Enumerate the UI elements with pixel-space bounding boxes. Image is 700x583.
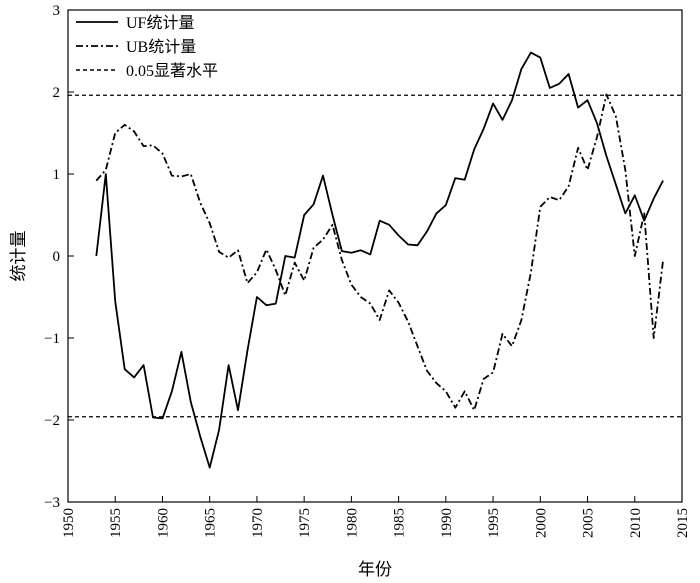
ub-series-line (95, 93, 664, 412)
x-axis-ticks: 1950 1955 1960 1965 1970 1975 1980 1985 1990 1995… (61, 496, 691, 538)
legend-label-uf: UF统计量 (126, 14, 194, 32)
x-tick-label: 1975 (297, 508, 313, 538)
x-tick-label: 2005 (581, 508, 597, 538)
x-tick-label: 1955 (108, 508, 124, 538)
y-tick-label: −2 (44, 413, 60, 429)
x-tick-label: 1950 (61, 508, 77, 538)
x-tick-label: 2010 (628, 508, 644, 538)
legend-label-ub: UB统计量 (126, 38, 196, 56)
y-tick-label: 0 (53, 249, 61, 265)
x-tick-label: 1985 (392, 508, 408, 538)
plot-frame (67, 9, 683, 503)
x-tick-label: 1960 (155, 508, 171, 538)
y-axis-title: 统计量 (9, 231, 29, 282)
legend: UF统计量 UB统计量 0.05显著水平 (76, 14, 218, 80)
y-tick-label: −3 (44, 495, 60, 511)
y-axis-ticks: −3 −2 −1 0 1 2 3 (44, 3, 74, 511)
series-lines (95, 51, 664, 469)
y-tick-label: −1 (44, 331, 60, 347)
x-tick-label: 1965 (203, 508, 219, 538)
x-axis-title: 年份 (358, 560, 392, 580)
x-tick-label: 2000 (533, 508, 549, 538)
y-tick-label: 1 (53, 167, 61, 183)
x-tick-label: 1970 (250, 508, 266, 538)
significance-lines (68, 94, 682, 418)
x-tick-label: 1995 (486, 508, 502, 538)
y-tick-label: 3 (53, 3, 61, 19)
x-tick-label: 1990 (439, 508, 455, 538)
x-tick-label: 2015 (675, 508, 691, 538)
x-tick-label: 1980 (344, 508, 360, 538)
y-tick-label: 2 (53, 85, 61, 101)
uf-series-line (95, 51, 664, 469)
legend-label-significance: 0.05显著水平 (126, 62, 218, 80)
